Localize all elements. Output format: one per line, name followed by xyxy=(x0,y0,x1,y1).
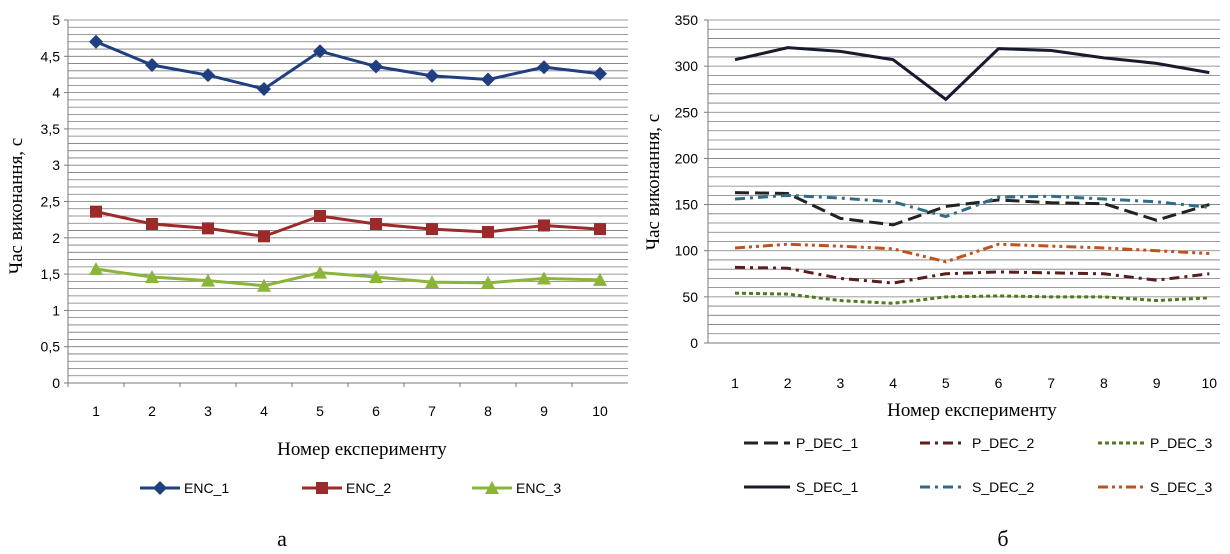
chart-a-x-tick-label: 9 xyxy=(540,403,548,419)
chart-b-legend-label: S_DEC_2 xyxy=(972,479,1034,495)
chart-b-y-tick-label: 50 xyxy=(682,289,698,305)
chart-a-x-tick-label: 7 xyxy=(428,403,436,419)
chart-a-legend-label: ENC_1 xyxy=(184,480,229,496)
chart-a-y-tick-label: 2,5 xyxy=(41,194,61,210)
chart-a-x-tick-label: 5 xyxy=(316,403,324,419)
chart-a-point-enc_3 xyxy=(593,272,607,286)
chart-a-point-enc_1 xyxy=(89,34,103,49)
chart-b-legend-label: P_DEC_1 xyxy=(796,435,858,451)
chart-a-x-tick-label: 3 xyxy=(204,403,212,419)
chart-b-legend-label: P_DEC_3 xyxy=(1150,435,1212,451)
chart-a-y-tick-label: 5 xyxy=(52,12,60,28)
chart-a-x-tick-label: 10 xyxy=(592,403,608,419)
chart-b-y-tick-label: 100 xyxy=(675,243,699,259)
chart-a-point-enc_3 xyxy=(145,270,159,284)
chart-b-legend-label: S_DEC_1 xyxy=(796,479,858,495)
chart-b-y-tick-label: 200 xyxy=(675,150,699,166)
chart-a-series-line-enc_3 xyxy=(95,267,601,288)
chart-b-y-tick-label: 350 xyxy=(675,12,699,28)
chart-b-x-tick-label: 8 xyxy=(1100,375,1108,391)
chart-a-y-tick-label: 3 xyxy=(52,157,60,173)
chart-b-x-tick-label: 2 xyxy=(784,375,792,391)
chart-b-series-line-s_dec_1 xyxy=(734,46,1210,102)
chart-a-point-enc_2 xyxy=(426,223,438,236)
chart-b-x-tick-label: 5 xyxy=(942,375,950,391)
chart-a-x-tick-label: 8 xyxy=(484,403,492,419)
chart-a-point-enc_2 xyxy=(146,218,158,231)
chart-b-legend-label: S_DEC_3 xyxy=(1150,479,1212,495)
chart-b-series-line-s_dec_3 xyxy=(734,242,1210,264)
chart-a-point-enc_1 xyxy=(369,59,383,74)
panel-label-b: б xyxy=(997,526,1008,551)
chart-b-y-tick-label: 250 xyxy=(675,104,699,120)
chart-a-point-enc_2 xyxy=(482,225,494,238)
chart-a-x-tick-label: 4 xyxy=(260,403,268,419)
chart-a-point-enc_3 xyxy=(89,262,103,276)
chart-a-point-enc_1 xyxy=(425,68,439,83)
chart-a-point-enc_2 xyxy=(258,230,270,243)
panel-label-a: а xyxy=(277,526,287,551)
chart-a-point-enc_3 xyxy=(481,275,495,289)
chart-a-point-enc_3 xyxy=(313,265,327,279)
chart-b-y-tick-label: 300 xyxy=(675,58,699,74)
chart-a-y-tick-label: 1,5 xyxy=(41,266,61,282)
chart-b-xlabel: Номер експерименту xyxy=(887,400,1057,421)
chart-a-point-enc_1 xyxy=(481,72,495,87)
chart-a-y-tick-label: 4 xyxy=(52,85,60,101)
chart-b-x-tick-label: 10 xyxy=(1202,375,1218,391)
chart-a-point-enc_3 xyxy=(201,273,215,287)
chart-a-x-tick-label: 6 xyxy=(372,403,380,419)
chart-b-x-tick-label: 9 xyxy=(1153,375,1161,391)
chart-a-point-enc_1 xyxy=(201,68,215,83)
chart-b-y-tick-label: 150 xyxy=(675,197,699,213)
chart-a-point-enc_2 xyxy=(90,205,102,218)
chart-a-point-enc_2 xyxy=(594,223,606,236)
chart-a-point-enc_3 xyxy=(369,270,383,284)
chart-a-point-enc_1 xyxy=(593,66,607,81)
chart-a-point-enc_1 xyxy=(145,58,159,73)
chart-a-x-tick-label: 2 xyxy=(148,403,156,419)
chart-a-point-enc_2 xyxy=(314,210,326,223)
chart-b-x-tick-label: 6 xyxy=(995,375,1003,391)
chart-b-x-tick-label: 4 xyxy=(889,375,897,391)
chart-a-point-enc_3 xyxy=(257,278,271,292)
chart-a-ylabel: Час виконання, с xyxy=(6,138,27,274)
chart-a-xlabel: Номер експерименту xyxy=(277,439,447,460)
chart-a-point-enc_2 xyxy=(538,219,550,232)
chart-a-legend-marker xyxy=(485,481,499,494)
chart-a-y-tick-label: 0 xyxy=(52,375,60,391)
chart-a-point-enc_3 xyxy=(537,271,551,285)
chart-a: 0 0,5 1 1,5 2 2,5 3 3,5 4 4,5 5 1 2 3 4 5 6 7 8 9 10 ENC_1 ENC… xyxy=(41,12,628,496)
chart-b-series-line-p_dec_3 xyxy=(734,291,1210,305)
chart-a-legend-marker xyxy=(153,481,167,495)
chart-a-legend-marker xyxy=(316,482,328,494)
chart-a-series-line-enc_2 xyxy=(95,210,601,238)
chart-a-point-enc_2 xyxy=(370,218,382,231)
chart-a-x-tick-label: 1 xyxy=(92,403,100,419)
chart-a-point-enc_2 xyxy=(202,222,214,235)
chart-a-point-enc_3 xyxy=(425,275,439,289)
chart-b: 0 50 100 150 200 250 300 350 1 2 3 4 5 6 7 8 9 10 P_DEC_1 P… xyxy=(675,12,1220,495)
chart-a-legend-label: ENC_2 xyxy=(346,480,391,496)
chart-a-point-enc_1 xyxy=(537,60,551,75)
chart-a-y-tick-label: 2 xyxy=(52,230,60,246)
chart-a-y-tick-label: 3,5 xyxy=(41,121,61,137)
chart-b-x-tick-label: 7 xyxy=(1047,375,1055,391)
chart-a-y-tick-label: 1 xyxy=(52,302,60,318)
chart-b-x-tick-label: 3 xyxy=(837,375,845,391)
chart-b-y-tick-label: 0 xyxy=(690,335,698,351)
chart-a-y-tick-label: 0,5 xyxy=(41,339,61,355)
chart-a-legend-label: ENC_3 xyxy=(516,480,561,496)
chart-b-series-line-p_dec_1 xyxy=(734,191,1210,227)
chart-a-point-enc_1 xyxy=(313,44,327,59)
chart-b-x-tick-label: 1 xyxy=(731,375,739,391)
chart-b-series-line-p_dec_2 xyxy=(734,265,1210,285)
chart-b-legend-label: P_DEC_2 xyxy=(972,435,1034,451)
chart-b-series-line-s_dec_2 xyxy=(734,193,1210,219)
chart-a-y-tick-label: 4,5 xyxy=(41,48,61,64)
chart-b-ylabel: Час виконання, с xyxy=(643,114,664,250)
chart-a-point-enc_1 xyxy=(257,81,271,96)
chart-a-series-line-enc_1 xyxy=(95,40,601,91)
